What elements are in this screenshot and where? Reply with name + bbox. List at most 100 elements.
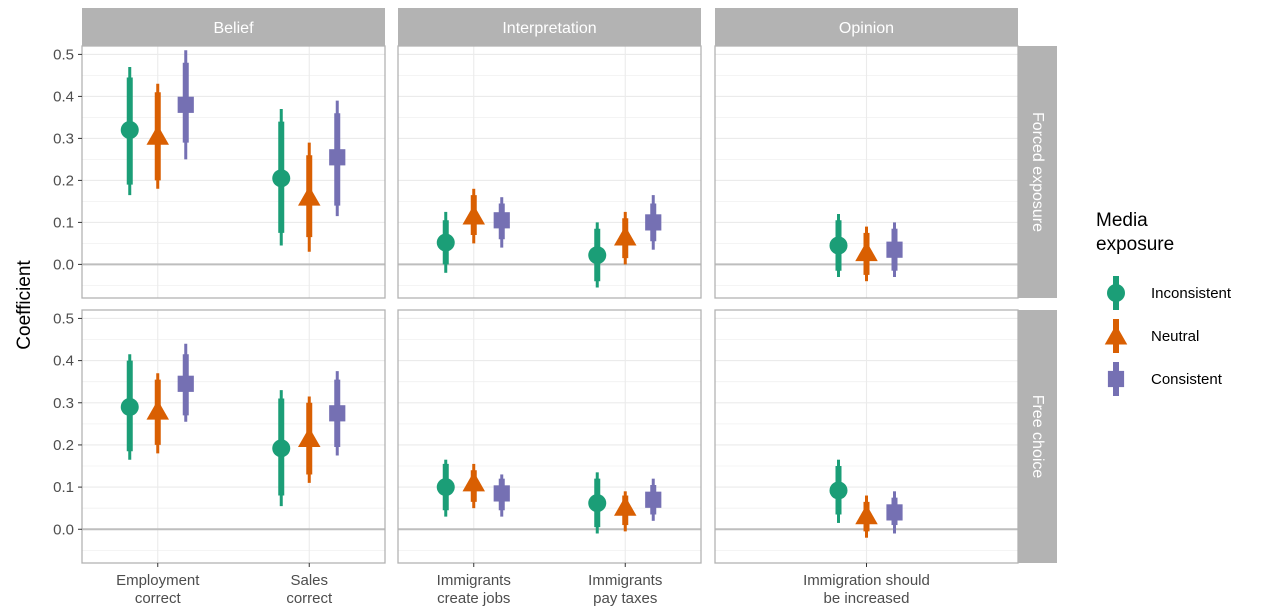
legend-item: Inconsistent xyxy=(1107,276,1232,310)
panel xyxy=(397,309,702,564)
legend-title-line: exposure xyxy=(1096,234,1174,255)
x-tick-label-line: correct xyxy=(135,590,182,607)
legend-item: Neutral xyxy=(1104,319,1199,353)
point-estimate-consistent xyxy=(177,375,194,392)
y-axis-title: Coefficient xyxy=(14,260,35,350)
point-estimate-consistent xyxy=(177,96,194,113)
facet-panels xyxy=(81,45,1019,564)
point-estimate-inconsistent xyxy=(120,397,139,416)
point-estimate-consistent xyxy=(493,212,510,229)
col-strip xyxy=(82,8,385,46)
panel-marks xyxy=(120,50,346,252)
point-estimate-neutral xyxy=(855,241,878,262)
panel-marks xyxy=(436,188,662,288)
x-tick-label: Immigrants create jobs xyxy=(437,572,511,607)
point-estimate-neutral xyxy=(462,204,485,225)
point-estimate-consistent xyxy=(886,504,903,521)
x-tick-label-line: Immigrants xyxy=(588,572,662,589)
y-tick-label: 0.5 xyxy=(53,310,74,327)
panel-marks xyxy=(829,459,903,538)
col-strip xyxy=(715,8,1018,46)
y-tick-label: 0.2 xyxy=(53,437,74,454)
legend-label: Inconsistent xyxy=(1151,285,1232,302)
point-estimate-inconsistent xyxy=(829,236,848,255)
legend-item: Consistent xyxy=(1107,362,1223,396)
legend-title-line: Media xyxy=(1096,210,1148,231)
point-estimate-inconsistent xyxy=(120,121,139,139)
point-estimate-consistent xyxy=(645,491,662,508)
x-tick-label-line: create jobs xyxy=(437,590,510,607)
y-tick-label: 0.1 xyxy=(53,214,74,231)
x-tick-label-line: correct xyxy=(286,590,333,607)
y-tick-label: 0.4 xyxy=(53,88,74,105)
x-tick-label: Sales correct xyxy=(286,572,333,607)
panel-marks xyxy=(120,343,346,507)
point-estimate-consistent xyxy=(886,241,903,258)
point-estimate-neutral xyxy=(146,399,169,420)
point-estimate-neutral xyxy=(855,504,878,525)
row-strip xyxy=(1018,46,1057,298)
x-tick-label-line: be increased xyxy=(824,590,910,607)
panel-border xyxy=(397,45,702,299)
col-strip xyxy=(398,8,701,46)
row-strip-label: Forced exposure xyxy=(1029,112,1046,232)
legend-label: Neutral xyxy=(1151,328,1199,345)
y-tick-label: 0.2 xyxy=(53,172,74,189)
point-estimate-inconsistent xyxy=(436,478,455,497)
point-estimate-inconsistent xyxy=(829,481,848,500)
panel-border xyxy=(397,309,702,564)
panel-marks xyxy=(829,214,903,282)
point-estimate-inconsistent xyxy=(588,246,607,265)
point-estimate-consistent xyxy=(645,214,662,231)
col-strip-label: Opinion xyxy=(839,20,894,37)
y-tick-label: 0.0 xyxy=(53,521,74,538)
x-tick-label: Employment correct xyxy=(116,572,200,607)
row-strip xyxy=(1018,310,1057,563)
legend-title: Media exposure xyxy=(1096,210,1174,255)
y-tick-label: 0.5 xyxy=(53,46,74,63)
legend-key-circle xyxy=(1107,284,1125,302)
x-tick-label-line: Employment xyxy=(116,572,200,589)
point-estimate-inconsistent xyxy=(272,169,291,188)
point-estimate-consistent xyxy=(329,405,346,422)
y-tick-label: 0.0 xyxy=(53,256,74,273)
point-estimate-neutral xyxy=(146,125,169,145)
col-strip-label: Belief xyxy=(213,20,254,37)
x-tick-label-line: Immigration should xyxy=(803,572,930,589)
point-estimate-inconsistent xyxy=(436,233,455,252)
point-estimate-neutral xyxy=(462,471,485,492)
x-tick-label-line: Sales xyxy=(290,572,328,589)
point-estimate-neutral xyxy=(614,225,637,246)
panel-background xyxy=(398,310,701,563)
point-estimate-consistent xyxy=(329,149,346,166)
panel-border xyxy=(81,45,386,299)
y-tick-label: 0.3 xyxy=(53,395,74,412)
panel-border xyxy=(81,309,386,564)
point-estimate-inconsistent xyxy=(272,439,291,458)
y-tick-label: 0.4 xyxy=(53,353,74,370)
x-tick-label: Immigration should be increased xyxy=(803,572,930,607)
legend-label: Consistent xyxy=(1151,371,1223,388)
legend-key-triangle xyxy=(1104,324,1128,345)
panel xyxy=(714,309,1019,564)
legend: Media exposure Inconsistent Neutral Consiste… xyxy=(1096,210,1232,396)
facet-strips: Belief Interpretation Opinion Forced exposu… xyxy=(82,8,1057,563)
legend-key-square xyxy=(1107,370,1125,388)
panel-marks xyxy=(436,459,662,534)
point-estimate-inconsistent xyxy=(588,494,607,513)
x-tick-label: Immigrants pay taxes xyxy=(588,572,662,607)
x-tick-label-line: Immigrants xyxy=(437,572,511,589)
x-tick-label-line: pay taxes xyxy=(593,590,657,607)
point-estimate-consistent xyxy=(493,485,510,502)
point-estimate-neutral xyxy=(298,185,321,206)
row-strip-label: Free choice xyxy=(1029,395,1046,479)
y-tick-label: 0.1 xyxy=(53,479,74,496)
point-estimate-neutral xyxy=(614,496,637,516)
y-axes: 0.0 0.1 0.2 0.3 0.4 0.5 0.0 0.1 0.2 0.3 0.4 0.5 xyxy=(53,46,82,538)
point-estimate-neutral xyxy=(298,427,321,448)
col-strip-label: Interpretation xyxy=(502,20,596,37)
panel-border xyxy=(714,45,1019,299)
y-tick-label: 0.3 xyxy=(53,130,74,147)
